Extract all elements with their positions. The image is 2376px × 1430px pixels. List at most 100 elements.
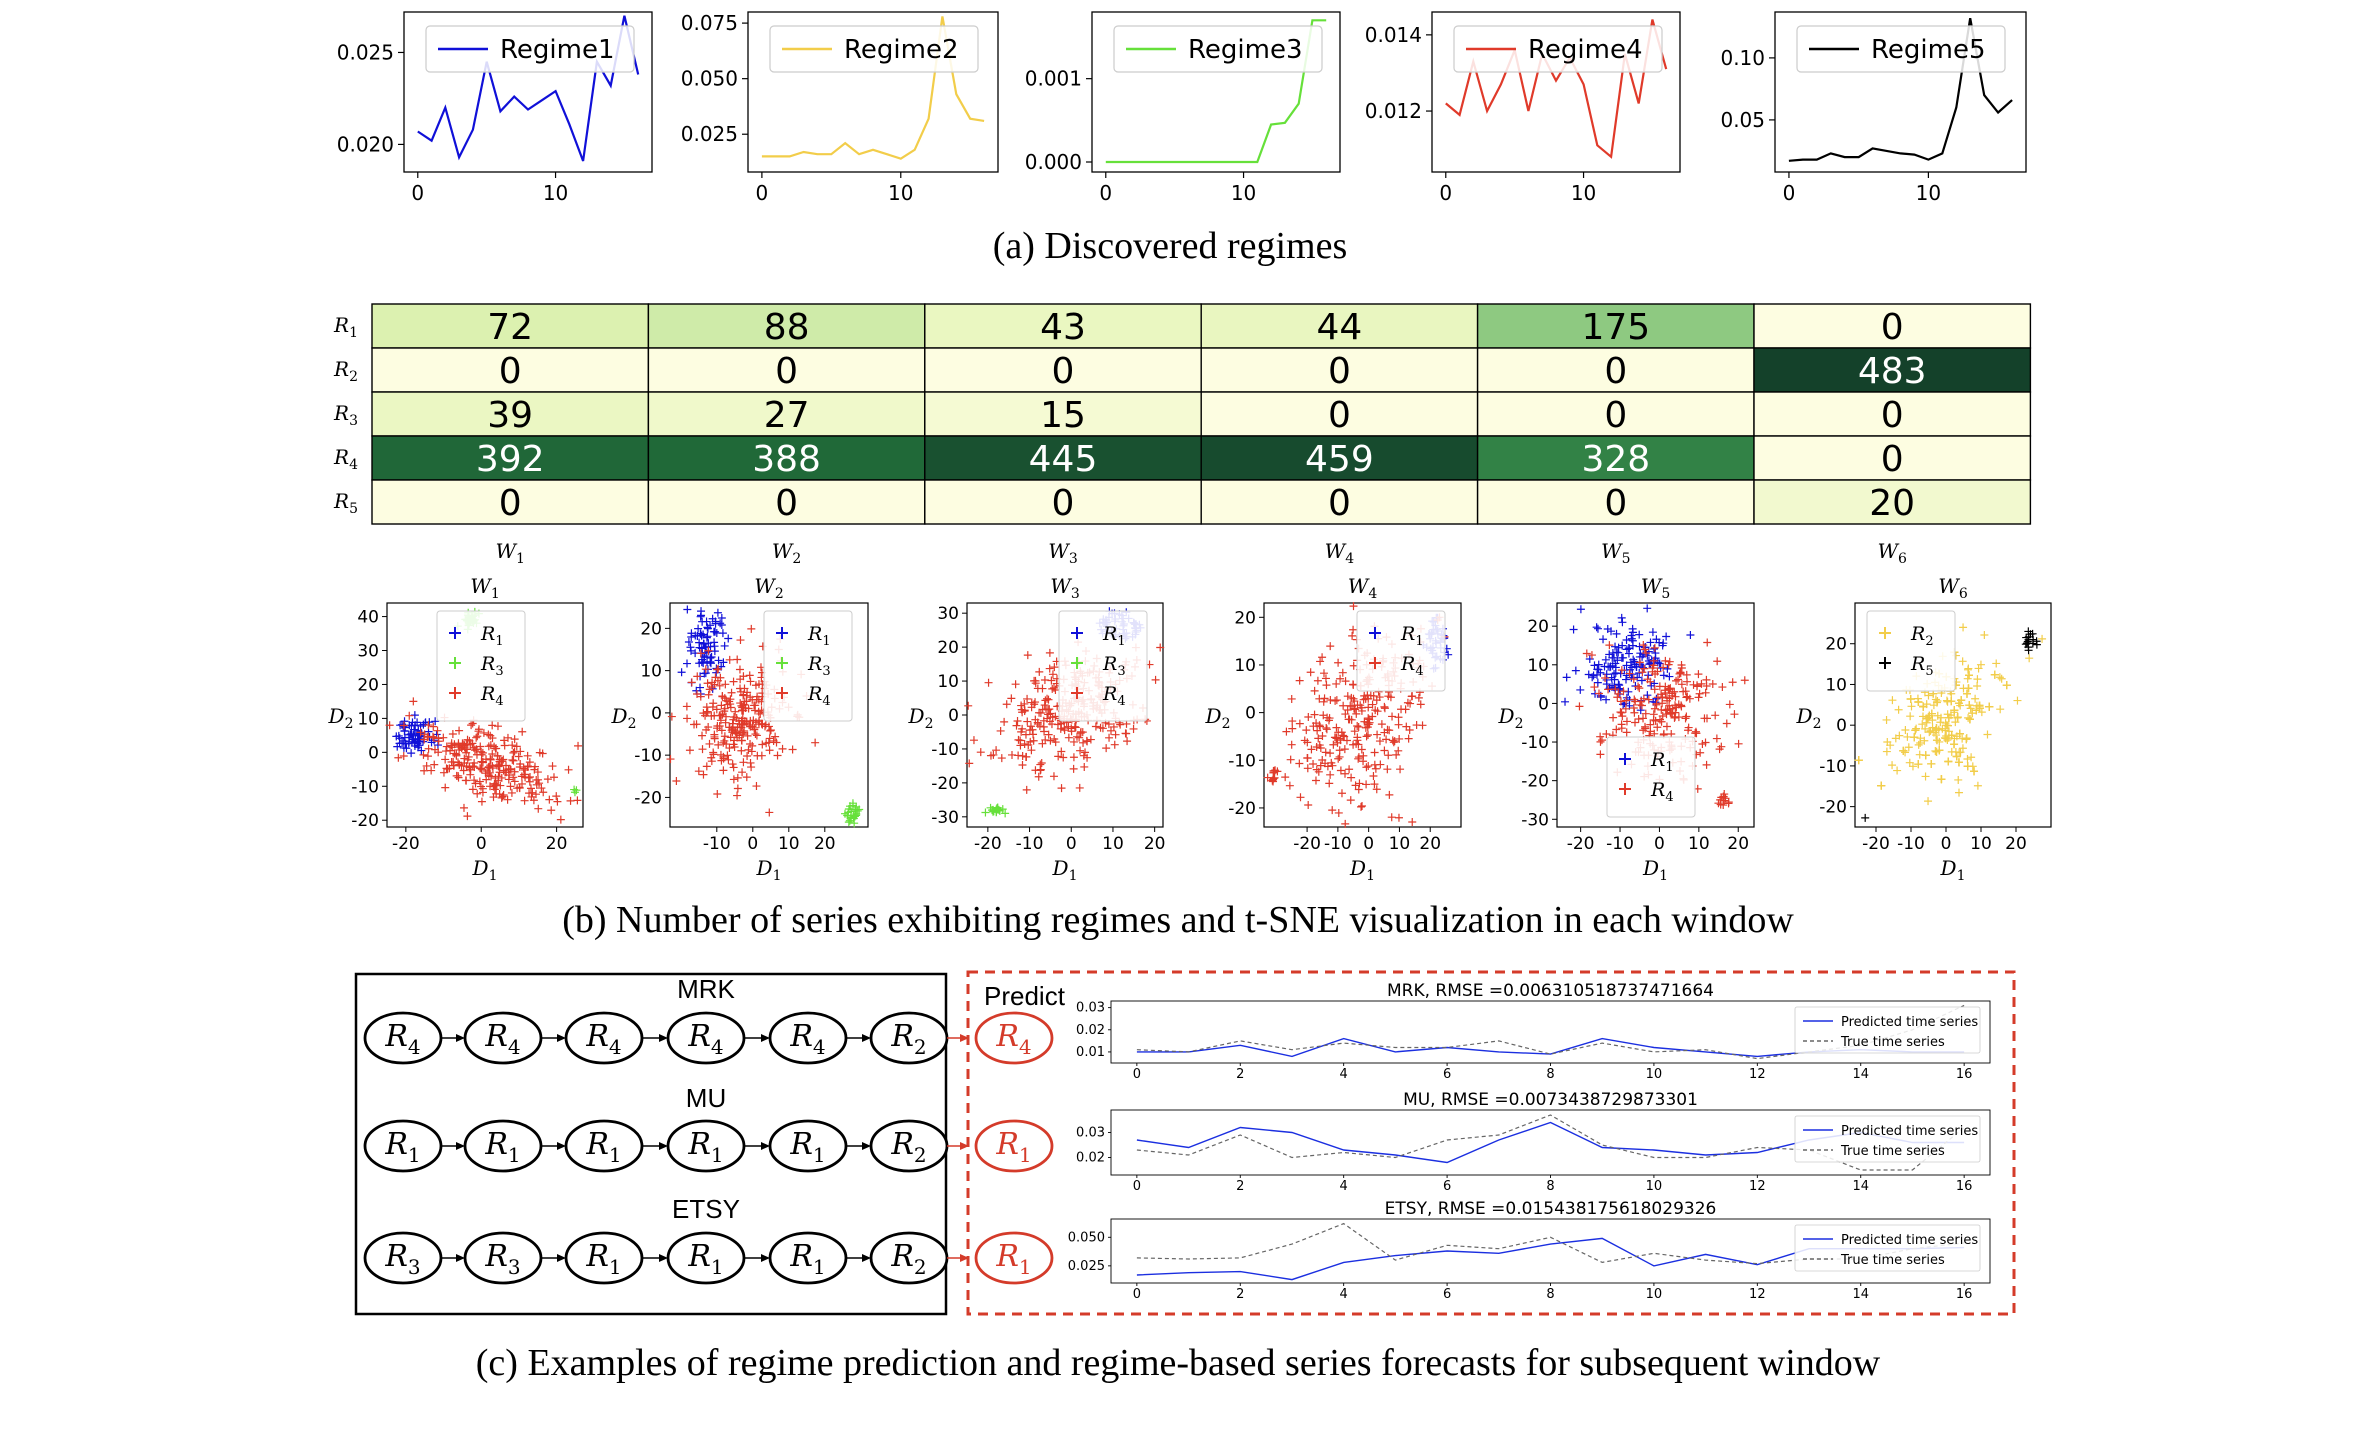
y-tick-label: -10 xyxy=(351,777,379,797)
y-axis-label: D2 xyxy=(908,704,934,732)
scatter-point xyxy=(1024,741,1033,750)
scatter-point xyxy=(535,779,544,788)
arrow-head xyxy=(557,1254,566,1262)
scatter-point xyxy=(756,709,765,718)
x-tick-label: 2 xyxy=(1236,1287,1244,1302)
scatter-point xyxy=(519,764,528,773)
forecast-title: MRK, RMSE =0.006310518737471664 xyxy=(1387,981,1714,1001)
scatter-point xyxy=(454,771,463,780)
heatmap-value: 44 xyxy=(1316,307,1362,348)
legend-marker xyxy=(1369,657,1381,669)
scatter-point xyxy=(1995,673,2004,682)
x-tick-label: 0 xyxy=(1783,181,1796,205)
scatter-point xyxy=(1924,691,1933,700)
sequence-row-mu: MU R1 R1 R1 R1 R1 R2 xyxy=(363,1083,969,1173)
heatmap-cell xyxy=(1753,435,2032,481)
scatter-point xyxy=(462,776,471,785)
scatter-point xyxy=(1023,717,1032,726)
scatter-point xyxy=(1624,687,1633,696)
row-label: R4 xyxy=(333,445,358,473)
scatter-point xyxy=(1307,745,1316,754)
scatter-point xyxy=(488,764,497,773)
scatter-point xyxy=(1017,701,1026,710)
scatter-point xyxy=(1078,728,1087,737)
scatter-point xyxy=(1071,723,1080,732)
scatter-point xyxy=(1941,734,1950,743)
scatter-point xyxy=(707,711,716,720)
scatter-point xyxy=(1397,705,1406,714)
scatter-point xyxy=(1932,698,1941,707)
scatter-point xyxy=(1728,678,1737,687)
scatter-point xyxy=(694,767,703,776)
predict-arrow-head xyxy=(960,1034,969,1042)
scatter-point xyxy=(564,765,573,774)
scatter-point xyxy=(1334,658,1343,667)
scatter-point xyxy=(1910,733,1919,742)
scatter-point xyxy=(1740,676,1749,685)
scatter-point xyxy=(1882,715,1891,724)
scatter-point xyxy=(699,709,708,718)
scatter-point xyxy=(1040,727,1049,736)
col-label: W6 xyxy=(1877,539,1907,567)
scatter-point xyxy=(1304,800,1313,809)
scatter-point xyxy=(1653,693,1662,702)
scatter-point xyxy=(539,788,548,797)
scatter-point xyxy=(2038,634,2047,643)
scatter-point xyxy=(413,736,422,745)
cluster-r4 xyxy=(385,697,583,824)
scatter-point xyxy=(766,726,775,735)
scatter-point xyxy=(1363,723,1372,732)
scatter-point xyxy=(1021,730,1030,739)
scatter-point xyxy=(1670,687,1679,696)
scatter-point xyxy=(570,788,579,797)
scatter-point xyxy=(1691,729,1700,738)
scatter-point xyxy=(1111,730,1120,739)
scatter-point xyxy=(395,734,404,743)
scatter-point xyxy=(1341,677,1350,686)
scatter-point xyxy=(1711,711,1720,720)
scatter-point xyxy=(720,641,729,650)
scatter-point xyxy=(721,680,730,689)
scatter-point xyxy=(1319,697,1328,706)
scatter-point xyxy=(704,646,713,655)
legend-label: Regime1 xyxy=(500,35,615,65)
ticker-label: MU xyxy=(686,1083,726,1113)
scatter-point xyxy=(1716,795,1725,804)
scatter-point xyxy=(1023,651,1032,660)
scatter-point xyxy=(406,730,415,739)
window-title: W1 xyxy=(470,574,499,602)
scatter-point xyxy=(1903,732,1912,741)
scatter-point xyxy=(516,747,525,756)
scatter-point xyxy=(1321,748,1330,757)
scatter-point xyxy=(1269,775,1278,784)
scatter-point xyxy=(1906,695,1915,704)
scatter-point xyxy=(1635,700,1644,709)
scatter-point xyxy=(520,796,529,805)
scatter-point xyxy=(1336,766,1345,775)
y-tick-label: 20 xyxy=(1825,635,1847,655)
y-tick-label: -20 xyxy=(1819,798,1847,818)
scatter-point xyxy=(1904,743,1913,752)
scatter-point xyxy=(452,750,461,759)
scatter-point xyxy=(1000,717,1009,726)
scatter-point xyxy=(811,738,820,747)
heatmap-cell xyxy=(1753,479,2032,525)
x-tick-label: 14 xyxy=(1852,1179,1869,1194)
scatter-point xyxy=(694,624,703,633)
node-label: R4 xyxy=(789,1019,825,1059)
scatter-point xyxy=(1414,693,1423,702)
scatter-point xyxy=(1051,738,1060,747)
scatter-point xyxy=(1602,729,1611,738)
scatter-point xyxy=(723,700,732,709)
scatter-point xyxy=(1893,766,1902,775)
scatter-point xyxy=(1408,817,1417,826)
legend-marker xyxy=(449,627,461,639)
scatter-point xyxy=(1943,721,1952,730)
y-tick-label: -20 xyxy=(634,788,662,808)
y-tick-label: 0.02 xyxy=(1076,1023,1105,1038)
scatter-point xyxy=(1313,676,1322,685)
scatter-point xyxy=(1569,625,1578,634)
cluster-r4 xyxy=(1714,790,1733,810)
scatter-point xyxy=(1670,713,1679,722)
heatmap-value: 72 xyxy=(487,307,533,348)
